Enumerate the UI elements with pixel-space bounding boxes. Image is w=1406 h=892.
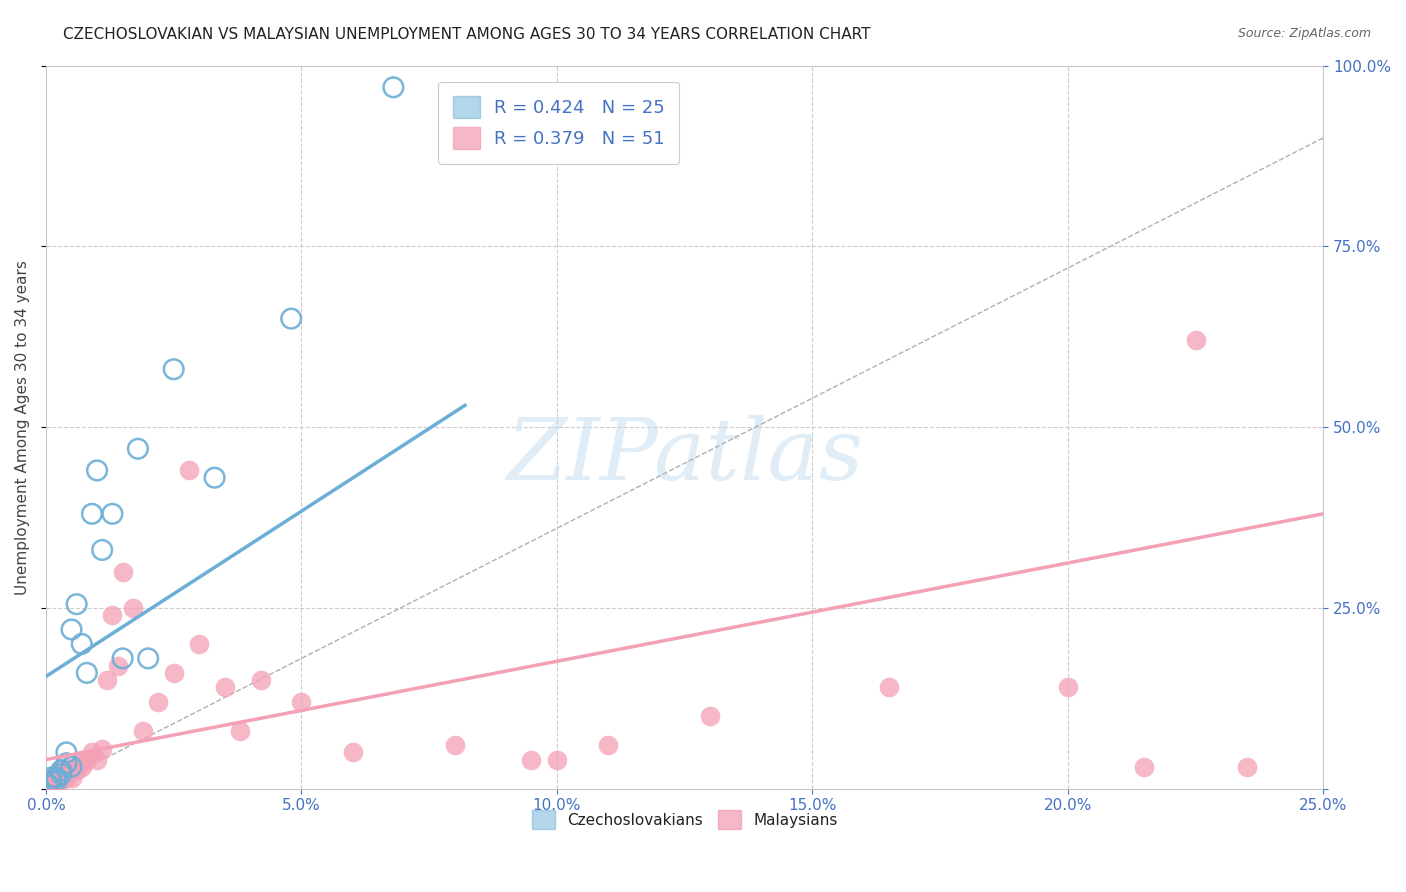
Point xyxy=(520,753,543,767)
Point xyxy=(51,764,73,778)
Point xyxy=(111,565,134,579)
Point xyxy=(55,771,77,785)
Point xyxy=(111,651,134,665)
Point xyxy=(290,695,312,709)
Text: Source: ZipAtlas.com: Source: ZipAtlas.com xyxy=(1237,27,1371,40)
Point xyxy=(443,738,465,752)
Point xyxy=(39,771,62,785)
Point xyxy=(51,774,73,789)
Point xyxy=(35,778,58,792)
Point xyxy=(60,764,83,778)
Point xyxy=(107,658,129,673)
Point xyxy=(163,362,186,376)
Point xyxy=(101,607,124,622)
Point xyxy=(249,673,271,687)
Point xyxy=(45,774,67,789)
Point xyxy=(546,753,568,767)
Point xyxy=(51,771,73,785)
Point xyxy=(1236,760,1258,774)
Point xyxy=(136,651,159,665)
Point xyxy=(66,597,89,611)
Point xyxy=(1056,681,1078,695)
Point xyxy=(60,760,83,774)
Point xyxy=(76,753,98,767)
Point xyxy=(55,760,77,774)
Text: ZIPatlas: ZIPatlas xyxy=(506,415,863,498)
Point xyxy=(55,745,77,759)
Point xyxy=(148,695,170,709)
Point xyxy=(60,623,83,637)
Point xyxy=(86,463,108,477)
Point xyxy=(382,80,405,95)
Point xyxy=(204,471,226,485)
Point xyxy=(91,543,114,558)
Text: CZECHOSLOVAKIAN VS MALAYSIAN UNEMPLOYMENT AMONG AGES 30 TO 34 YEARS CORRELATION : CZECHOSLOVAKIAN VS MALAYSIAN UNEMPLOYMEN… xyxy=(63,27,870,42)
Point xyxy=(66,760,89,774)
Point xyxy=(39,774,62,789)
Point xyxy=(177,463,200,477)
Point xyxy=(45,771,67,785)
Point xyxy=(70,760,93,774)
Point xyxy=(163,665,186,680)
Point xyxy=(101,507,124,521)
Point xyxy=(55,756,77,771)
Point xyxy=(1184,334,1206,348)
Point xyxy=(229,723,252,738)
Point xyxy=(70,637,93,651)
Point xyxy=(45,771,67,785)
Point xyxy=(39,772,62,787)
Point xyxy=(86,753,108,767)
Point xyxy=(80,507,103,521)
Y-axis label: Unemployment Among Ages 30 to 34 years: Unemployment Among Ages 30 to 34 years xyxy=(15,260,30,594)
Point xyxy=(1133,760,1156,774)
Point xyxy=(188,637,211,651)
Point xyxy=(51,767,73,781)
Point xyxy=(132,723,155,738)
Point xyxy=(39,771,62,785)
Point xyxy=(127,442,149,456)
Point xyxy=(55,767,77,781)
Point xyxy=(280,311,302,326)
Point xyxy=(214,681,236,695)
Point xyxy=(121,600,143,615)
Point xyxy=(39,774,62,789)
Point xyxy=(699,709,721,723)
Point xyxy=(60,771,83,785)
Point xyxy=(51,764,73,778)
Point xyxy=(38,778,60,792)
Point xyxy=(38,778,60,792)
Point xyxy=(66,764,89,778)
Point xyxy=(76,665,98,680)
Point xyxy=(596,738,619,752)
Point xyxy=(877,681,900,695)
Point xyxy=(39,776,62,790)
Legend: Czechoslovakians, Malaysians: Czechoslovakians, Malaysians xyxy=(526,805,844,835)
Point xyxy=(45,774,67,789)
Point xyxy=(80,745,103,759)
Point xyxy=(70,753,93,767)
Point xyxy=(45,767,67,781)
Point xyxy=(91,741,114,756)
Point xyxy=(96,673,118,687)
Point xyxy=(342,745,364,759)
Point xyxy=(51,767,73,781)
